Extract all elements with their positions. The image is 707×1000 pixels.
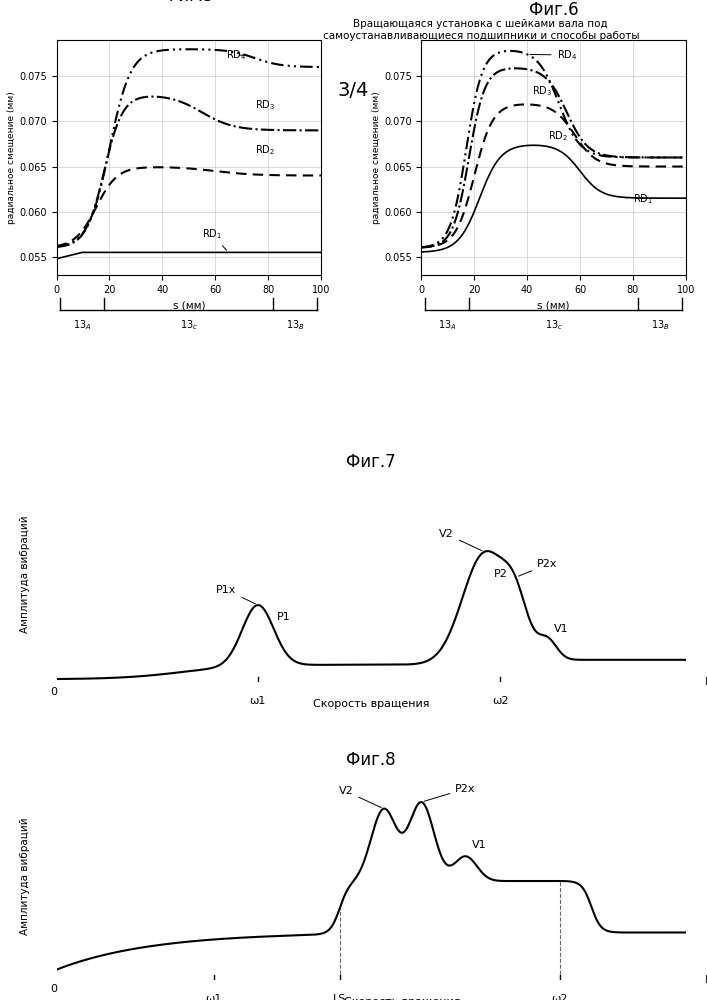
Text: P2x: P2x: [518, 559, 558, 576]
Text: Вращающаяся установка с шейками вала под
самоустанавливающиеся подшипники и спос: Вращающаяся установка с шейками вала под…: [322, 19, 639, 41]
Text: RD$_1$: RD$_1$: [622, 193, 653, 206]
Text: RS: RS: [705, 975, 707, 985]
Title: Фиг.7: Фиг.7: [346, 453, 396, 471]
Y-axis label: радиальное смещение (мм): радиальное смещение (мм): [372, 91, 381, 224]
Text: 13$_B$: 13$_B$: [286, 318, 305, 332]
Text: ω2: ω2: [492, 696, 508, 706]
Text: LS: LS: [333, 994, 346, 1000]
Text: 0: 0: [50, 984, 57, 994]
Text: ω1: ω1: [206, 994, 222, 1000]
Text: ω2: ω2: [551, 994, 568, 1000]
Text: RD$_4$: RD$_4$: [226, 48, 247, 62]
Text: P2: P2: [494, 569, 508, 579]
Text: 13$_c$: 13$_c$: [180, 318, 198, 332]
Text: 13$_A$: 13$_A$: [73, 318, 91, 332]
Text: 13$_B$: 13$_B$: [651, 318, 670, 332]
Text: P1x: P1x: [216, 585, 255, 604]
Text: RD$_2$: RD$_2$: [255, 143, 275, 157]
Title: Фиг.8: Фиг.8: [346, 751, 396, 769]
X-axis label: s (мм): s (мм): [537, 300, 570, 310]
Title: Фиг.5: Фиг.5: [164, 0, 214, 5]
Title: Фиг.6: Фиг.6: [529, 1, 578, 19]
Text: RS: RS: [705, 677, 707, 687]
Text: P2x: P2x: [424, 784, 476, 801]
X-axis label: s (мм): s (мм): [173, 300, 205, 310]
Text: RD$_3$: RD$_3$: [532, 84, 553, 98]
Text: P1: P1: [277, 612, 291, 622]
Text: Скорость вращения: Скорость вращения: [344, 997, 461, 1000]
Text: RD$_2$: RD$_2$: [549, 129, 568, 143]
Text: 13$_c$: 13$_c$: [544, 318, 563, 332]
Text: RD$_4$: RD$_4$: [530, 48, 577, 62]
Y-axis label: радиальное смещение (мм): радиальное смещение (мм): [7, 91, 16, 224]
Text: V1: V1: [472, 840, 486, 850]
Text: ω1: ω1: [250, 696, 266, 706]
Text: 3/4: 3/4: [338, 81, 369, 100]
Text: Скорость вращения: Скорость вращения: [313, 699, 429, 709]
Text: V2: V2: [439, 529, 482, 551]
Text: RD$_3$: RD$_3$: [255, 98, 275, 112]
Text: V2: V2: [339, 786, 381, 808]
Text: Амплитуда вибраций: Амплитуда вибраций: [20, 818, 30, 935]
Text: Амплитуда вибраций: Амплитуда вибраций: [20, 516, 30, 633]
Text: V1: V1: [554, 624, 568, 634]
Text: 13$_A$: 13$_A$: [438, 318, 456, 332]
Text: 0: 0: [50, 687, 57, 697]
Text: RD$_1$: RD$_1$: [202, 227, 226, 250]
